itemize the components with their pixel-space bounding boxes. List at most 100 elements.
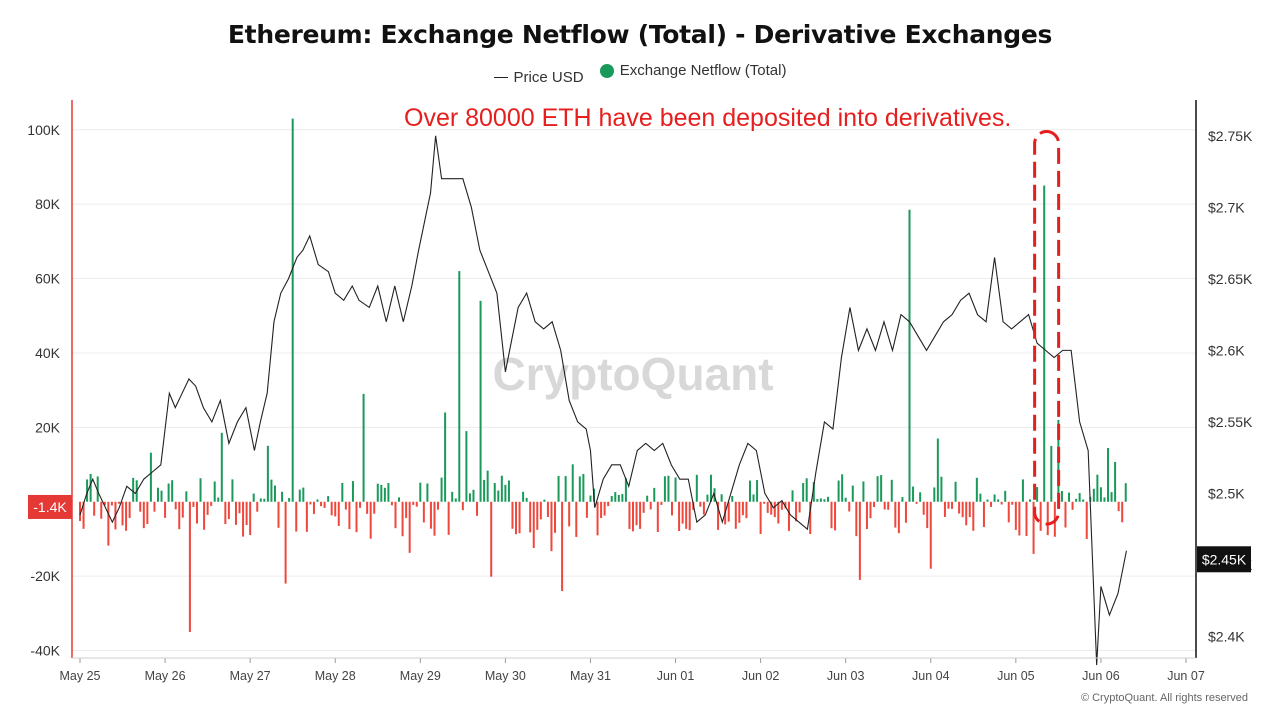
- netflow-bar: [954, 481, 957, 502]
- netflow-bar: [415, 501, 418, 507]
- x-tick-label: May 26: [145, 669, 186, 683]
- netflow-bar: [802, 483, 805, 502]
- netflow-bar: [1050, 445, 1053, 502]
- netflow-bar: [100, 501, 103, 519]
- watermark: CryptoQuant: [492, 348, 773, 400]
- netflow-bar: [142, 501, 145, 529]
- netflow-bar: [164, 501, 167, 518]
- x-tick-label: May 28: [315, 669, 356, 683]
- netflow-bar: [89, 473, 92, 502]
- netflow-bar: [1025, 501, 1028, 537]
- netflow-bar: [312, 501, 315, 514]
- netflow-bar: [515, 501, 518, 535]
- netflow-bar: [121, 501, 124, 526]
- netflow-bar: [1114, 461, 1117, 502]
- netflow-bar: [947, 501, 950, 509]
- netflow-bar: [493, 483, 496, 502]
- netflow-bar: [309, 501, 312, 505]
- netflow-bar: [422, 501, 425, 523]
- netflow-bar: [816, 499, 819, 502]
- netflow-bar: [1036, 487, 1039, 502]
- x-tick-label: Jun 03: [827, 669, 865, 683]
- netflow-bar: [1011, 501, 1014, 505]
- x-tick-label: Jun 05: [997, 669, 1035, 683]
- netflow-bar: [617, 494, 620, 502]
- netflow-bar: [256, 501, 259, 512]
- netflow-bar: [763, 501, 766, 504]
- netflow-bar: [447, 501, 450, 535]
- netflow-bar: [940, 476, 943, 502]
- netflow-bar: [1014, 501, 1017, 530]
- legend: Price USD Exchange Netflow (Total): [0, 62, 1280, 86]
- left-tick-label: 20K: [35, 419, 61, 435]
- netflow-bar: [805, 478, 808, 502]
- netflow-bar: [915, 501, 918, 504]
- netflow-bar: [561, 501, 564, 592]
- netflow-bar: [217, 497, 220, 502]
- netflow-bar: [380, 484, 383, 502]
- netflow-bar: [1064, 501, 1067, 528]
- netflow-bar: [748, 480, 751, 502]
- netflow-bar: [320, 501, 323, 507]
- netflow-bar: [575, 501, 578, 537]
- netflow-bar: [554, 501, 557, 533]
- left-tick-label: -20K: [30, 568, 60, 584]
- legend-item-price[interactable]: Price USD: [493, 69, 584, 86]
- netflow-bar: [156, 487, 159, 502]
- netflow-bar: [809, 501, 812, 534]
- netflow-bar: [305, 501, 308, 532]
- right-tick-label: $2.55K: [1208, 414, 1253, 430]
- netflow-bar: [504, 484, 507, 502]
- netflow-bar: [745, 501, 748, 519]
- netflow-bar: [1029, 499, 1032, 502]
- netflow-bar: [220, 432, 223, 502]
- netflow-bar: [1096, 474, 1099, 502]
- netflow-bar: [1004, 490, 1007, 502]
- netflow-bar: [876, 476, 879, 502]
- netflow-bar: [862, 481, 865, 502]
- netflow-bar: [610, 495, 613, 502]
- netflow-bar: [834, 501, 837, 531]
- netflow-bar: [795, 501, 798, 522]
- netflow-bar: [171, 480, 174, 502]
- netflow-bar: [199, 478, 202, 502]
- netflow-bar: [975, 477, 978, 502]
- netflow-bar: [819, 498, 822, 502]
- netflow-bar: [635, 501, 638, 526]
- netflow-bar: [390, 501, 393, 506]
- netflow-bar: [153, 501, 156, 512]
- netflow-bar: [564, 476, 567, 502]
- netflow-bar: [826, 496, 829, 502]
- netflow-bar: [773, 501, 776, 518]
- netflow-bar: [86, 479, 89, 502]
- netflow-bar: [490, 501, 493, 577]
- netflow-bar: [465, 431, 468, 502]
- netflow-bar: [479, 300, 482, 502]
- netflow-bar: [997, 499, 1000, 502]
- netflow-bar: [642, 501, 645, 513]
- netflow-bar: [933, 487, 936, 502]
- x-tick-label: Jun 07: [1167, 669, 1205, 683]
- netflow-bar: [685, 501, 688, 529]
- netflow-bar: [632, 501, 634, 532]
- netflow-bar: [951, 501, 954, 509]
- netflow-bar: [1103, 497, 1106, 502]
- netflow-bar: [419, 482, 422, 502]
- legend-item-netflow[interactable]: Exchange Netflow (Total): [599, 62, 786, 79]
- netflow-bar: [298, 489, 301, 502]
- netflow-bar: [327, 496, 330, 502]
- netflow-bar: [344, 501, 347, 510]
- netflow-bar: [731, 495, 734, 502]
- netflow-bar: [596, 501, 599, 536]
- netflow-bar: [412, 501, 415, 505]
- netflow-bar: [656, 501, 659, 532]
- x-tick-label: Jun 01: [657, 669, 695, 683]
- netflow-bar: [149, 452, 152, 502]
- netflow-bar: [1032, 501, 1035, 554]
- netflow-bar: [855, 501, 858, 537]
- netflow-bar: [780, 501, 783, 510]
- chart-title: Ethereum: Exchange Netflow (Total) - Der…: [227, 20, 1053, 49]
- netflow-bar: [607, 501, 610, 507]
- netflow-bar: [557, 475, 560, 502]
